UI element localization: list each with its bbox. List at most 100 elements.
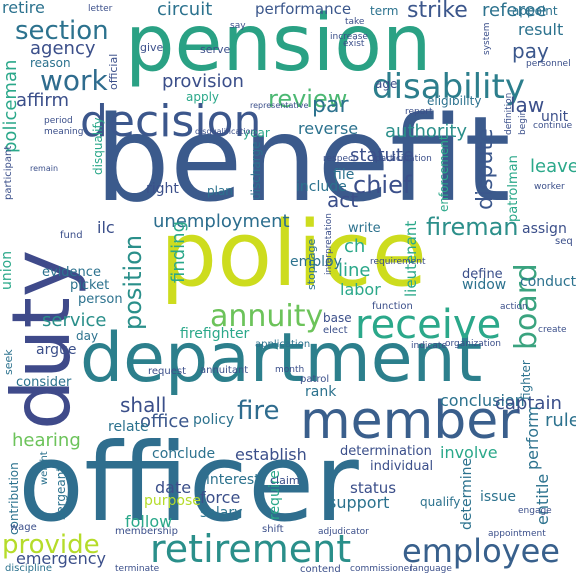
word-individual: individual: [370, 459, 434, 474]
word-firefighter: firefighter: [180, 326, 250, 342]
word-wage: wage: [10, 522, 37, 533]
word-shift: shift: [262, 524, 284, 535]
word-determine: determine: [459, 457, 475, 530]
word-salary: salary: [200, 505, 243, 521]
word-fire: fire: [237, 396, 280, 426]
word-serve: serve: [200, 43, 231, 56]
word-patrol: patrol: [300, 374, 330, 385]
word-right: right: [146, 181, 179, 197]
word-argue: argue: [36, 342, 77, 358]
word-finding: finding: [168, 220, 189, 283]
word-sergeant: sergeant: [54, 466, 68, 520]
word-member: member: [300, 391, 520, 451]
word-begin: begin: [518, 109, 528, 135]
word-interest: interest: [206, 472, 260, 488]
word-evidence: evidence: [42, 265, 101, 280]
word-circuit: circuit: [157, 0, 213, 20]
word-position: position: [119, 234, 147, 330]
word-base: base: [323, 311, 352, 325]
word-performance: performance: [255, 0, 352, 18]
word-statute: statute: [350, 145, 415, 166]
word-widow: widow: [462, 277, 507, 293]
word-annuity: annuity: [210, 299, 324, 334]
word-employ: employ: [290, 254, 342, 270]
word-respect: respect: [323, 154, 357, 164]
word-conclusion: conclusion: [440, 391, 525, 410]
word-conclude: conclude: [152, 446, 216, 462]
word-service: service: [42, 310, 107, 331]
word-official: official: [107, 53, 120, 90]
word-function: function: [372, 301, 413, 312]
word-file: file: [333, 167, 355, 183]
word-reverse: reverse: [298, 119, 359, 138]
word-plan: plan: [207, 184, 233, 198]
word-receive: receive: [355, 302, 502, 348]
word-language: language: [410, 564, 452, 574]
word-force: force: [200, 488, 241, 507]
word-application: application: [255, 339, 311, 350]
word-perform: perform: [523, 406, 542, 470]
word-qualify: qualify: [420, 495, 461, 509]
word-law: law: [510, 93, 545, 117]
word-disqualification: disqualification: [195, 127, 256, 136]
word-membership: membership: [115, 526, 178, 537]
word-policy: policy: [193, 412, 235, 428]
word-police: police: [160, 202, 428, 307]
word-authority: authority: [385, 121, 468, 142]
word-stoppage: stoppage: [305, 238, 318, 290]
word-appoint: appoint: [512, 4, 558, 18]
word-patrolman: patrolman: [506, 155, 521, 222]
word-consider: consider: [16, 375, 72, 390]
word-officer: officer: [18, 421, 359, 546]
word-definition: definition: [504, 92, 514, 135]
word-retire: retire: [2, 0, 45, 17]
word-union: union: [0, 250, 15, 290]
word-agency: agency: [30, 38, 96, 59]
word-work: work: [40, 64, 108, 97]
word-engage: engage: [518, 506, 552, 516]
word-write: write: [348, 221, 381, 236]
word-person: person: [78, 292, 123, 307]
word-say: say: [230, 21, 246, 31]
word-remain: remain: [30, 164, 59, 173]
word-fighter: fighter: [519, 360, 533, 400]
word-labor: labor: [340, 280, 381, 299]
word-involve: involve: [440, 443, 498, 462]
word-establish: establish: [235, 445, 307, 464]
word-line: line: [338, 260, 371, 281]
word-define: define: [462, 267, 503, 282]
word-follow: follow: [125, 512, 173, 531]
word-reason: reason: [30, 56, 71, 70]
word-meaning: meaning: [44, 127, 84, 137]
word-disqualify: disqualify: [91, 117, 105, 175]
word-seq: seq: [555, 236, 573, 247]
word-adjudicator: adjudicator: [318, 527, 369, 537]
word-pay: pay: [512, 39, 549, 63]
word-fireman: fireman: [426, 213, 519, 241]
word-determination: determination: [340, 444, 432, 459]
word-commissioner: commissioner: [350, 564, 413, 574]
word-report: report: [405, 107, 433, 117]
word-apply: apply: [186, 90, 220, 104]
word-representative: representative: [250, 101, 309, 110]
word-purpose: purpose: [144, 493, 201, 509]
word-year: year: [243, 126, 270, 140]
word-personnel: personnel: [526, 59, 571, 69]
word-give: give: [140, 41, 164, 54]
word-weight: weight: [39, 451, 50, 485]
word-worker: worker: [534, 182, 565, 192]
word-support: support: [328, 493, 390, 512]
word-assign: assign: [522, 221, 567, 237]
word-fund: fund: [60, 230, 83, 241]
word-strike: strike: [407, 0, 468, 23]
word-create: create: [538, 325, 567, 335]
word-interpretation: interpretation: [324, 212, 334, 275]
word-month: month: [275, 365, 305, 375]
word-provision: provision: [162, 71, 244, 92]
word-result: result: [518, 20, 564, 39]
word-organization: organization: [445, 339, 501, 349]
word-rank: rank: [305, 384, 337, 400]
word-picket: picket: [70, 278, 110, 293]
word-chief: chief: [353, 171, 412, 199]
